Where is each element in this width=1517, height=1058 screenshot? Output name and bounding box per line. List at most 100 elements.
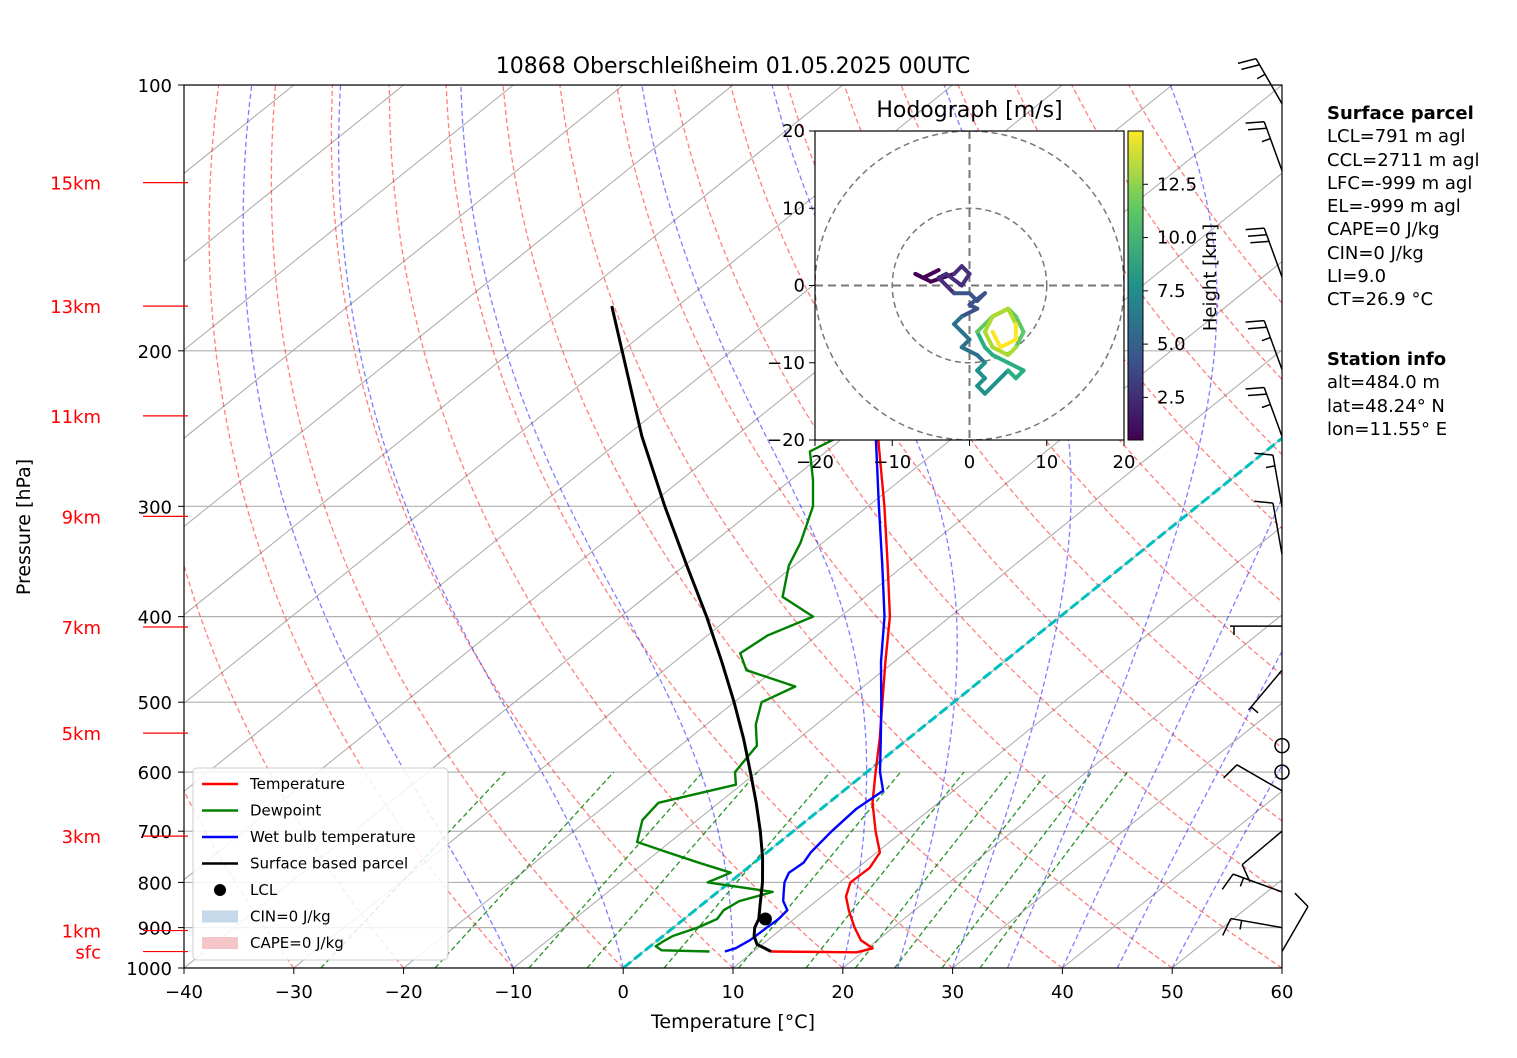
y-tick-label: 700 [138,822,172,843]
wind-barb [1241,830,1283,882]
hodo-segment [975,329,987,350]
station-info-heading: Station info [1327,349,1447,370]
legend: Temperature Dewpoint Wet bulb temperature S… [192,767,449,961]
legend-label: CIN=0 J/kg [250,908,331,926]
hodo-y-tick-label: −20 [767,430,805,451]
height-tick-label: sfc [75,943,101,964]
mixing-ratio-line [805,771,965,968]
calm-wind-circle [1274,764,1290,780]
wind-barb [1245,386,1283,437]
barb-shaft [1248,669,1283,711]
barb-full-flag [1245,120,1265,124]
chart-title: 10868 Oberschleißheim 01.05.2025 00UTC [496,54,971,79]
mixing-ratio-line [979,771,1128,968]
moist-adiabat-line [242,85,514,968]
surface-parcel-heading: Surface parcel [1327,103,1474,124]
hodo-segment [1013,314,1026,334]
x-tick-label: 20 [831,982,854,1003]
hodo-x-tick-label: 20 [1113,452,1136,473]
hodo-segment [982,329,995,350]
hodo-segment [936,275,957,296]
colorbar-tick-label: 10.0 [1157,228,1197,249]
dry-adiabat-line [559,85,1173,968]
mixing-ratio-line [586,771,759,968]
isotherm-line [184,85,844,616]
legend-box [192,767,449,961]
parcel-cin: CIN=0 J/kg [1327,242,1424,264]
dry-adiabat-line [330,85,734,968]
dry-adiabat-line [786,85,1282,749]
hodo-segment [959,306,980,319]
colorbar-label: Height [km] [1200,224,1221,331]
hodo-segment [1006,306,1018,327]
barb-full-flag [1247,326,1267,330]
barb-shaft [1236,764,1283,792]
x-tick-label: 30 [941,982,964,1003]
wind-barb [1248,669,1283,714]
legend-label: Dewpoint [250,802,321,820]
barb-shaft [1255,58,1283,105]
hodo-segment [998,337,1018,350]
hodo-plot-area [815,131,1124,440]
isotherm-line [732,525,1282,968]
colorbar-tick-label: 7.5 [1157,281,1186,302]
y-tick-label: 600 [138,763,172,784]
x-tick-label: 10 [722,982,745,1003]
isotherm-line [952,702,1282,968]
dry-adiabat-line [184,563,405,968]
barb-full-flag [1245,227,1265,231]
wind-barb [1222,917,1283,936]
height-tick-label: 13km [50,297,101,318]
y-tick-label: 500 [138,693,172,714]
isotherm-line [513,349,1282,968]
barb-full-flag [1254,452,1274,456]
barb-shaft [1272,502,1283,555]
barb-shaft [1281,906,1309,952]
surface-parcel-panel: Surface parcel LCL=791 m agl CCL=2711 m … [1327,102,1480,312]
dry-adiabat-line [1014,85,1282,456]
x-tick-label: −20 [385,982,423,1003]
barb-full-flag [1245,319,1265,323]
x-tick-label: 50 [1161,982,1184,1003]
barb-shaft [1263,121,1283,171]
hodo-segment [944,271,964,288]
isotherm-line [184,85,734,528]
barb-half-flag [1261,137,1271,143]
hodograph: Hodograph [m/s] −20 −10 0 10 20 −20 −10 0 10 20 2.5… [767,98,1221,473]
height-tick-label: 11km [50,407,101,428]
parcel-lfc: LFC=-999 m agl [1327,172,1473,194]
zero-isotherm-line [622,436,1282,968]
dry-adiabat-line [208,85,514,968]
legend-patch-icon [202,910,238,923]
isotherm-line [184,85,624,439]
parcel-ccl: CCL=2711 m agl [1327,149,1480,171]
barb-full-flag [1221,873,1234,890]
dry-adiabat-line [445,85,954,968]
moist-adiabat-line [1061,496,1282,968]
series-surface-based-parcel [610,305,772,953]
isotherm-line [293,172,1282,968]
height-tick-label: 9km [62,507,101,528]
barb-shaft [1230,917,1283,929]
lcl-marker [758,912,772,926]
barb-full-flag [1294,892,1309,908]
barb-full-flag [1245,386,1265,390]
legend-label: CAPE=0 J/kg [250,934,344,952]
isotherm-line [184,85,953,704]
barb-half-flag [1239,920,1243,930]
station-lat: lat=48.24° N [1327,395,1445,417]
height-tick-label: 3km [62,827,101,848]
dry-adiabat-line [270,85,624,968]
moist-adiabat-line [641,85,868,968]
x-axis-label: Temperature [°C] [650,1011,815,1033]
y-tick-label: 1000 [126,959,172,980]
barb-full-flag [1250,240,1270,244]
barb-full-flag [1247,127,1267,131]
wind-barb [1245,227,1283,278]
x-tick-label: −40 [165,982,203,1003]
colorbar-tick-label: 5.0 [1157,334,1186,355]
wind-barb [1237,57,1283,105]
mixing-ratio-line [528,771,704,968]
